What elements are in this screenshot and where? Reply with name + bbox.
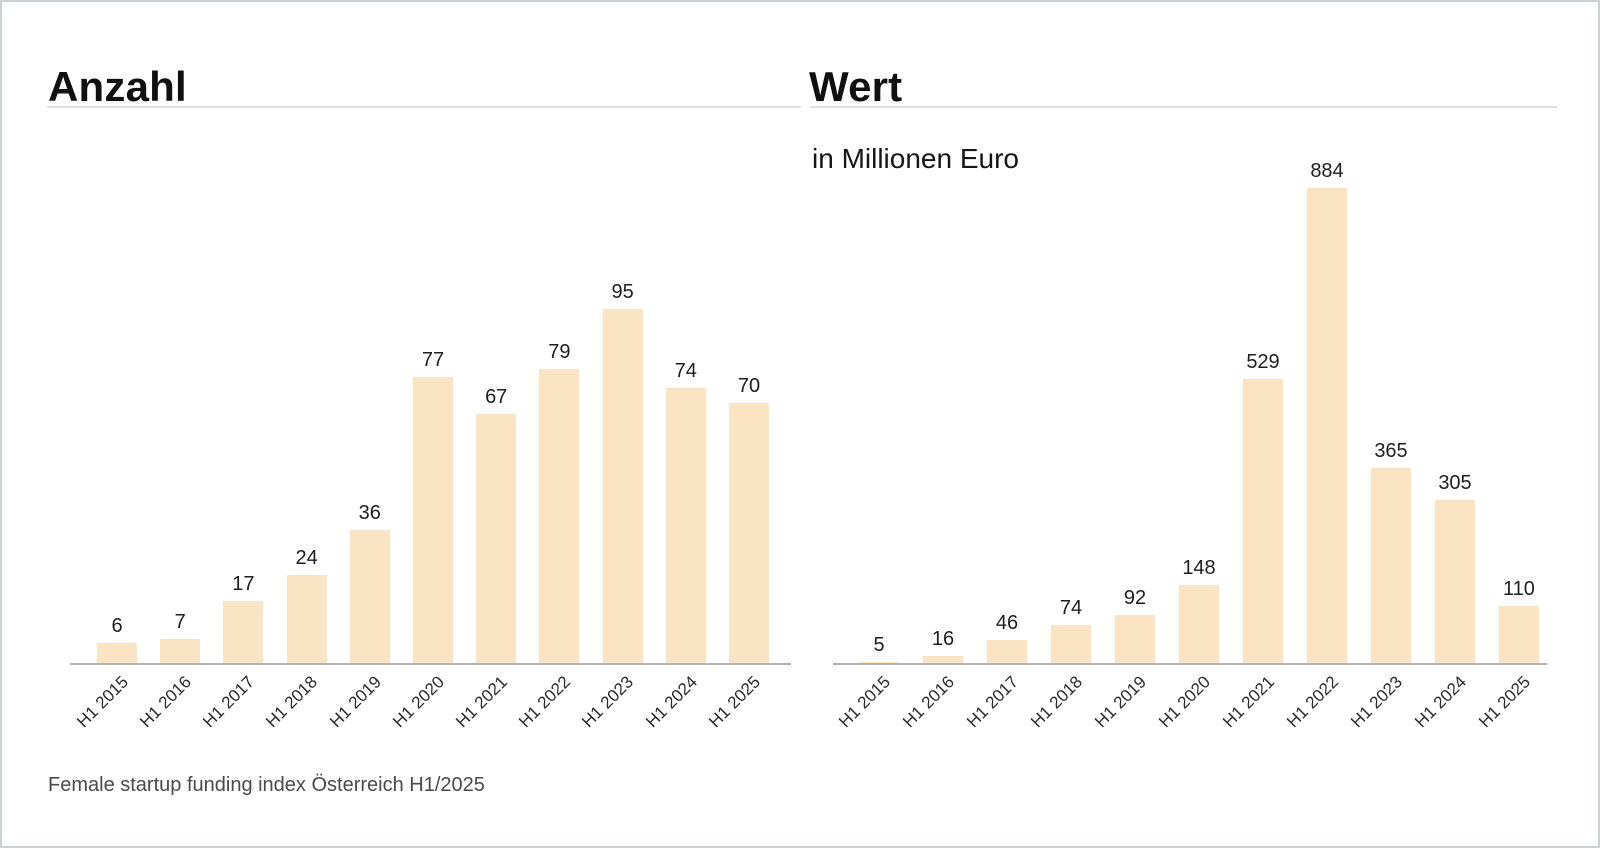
bar-chart-anzahl: 6 H1 2015 7 H1 2016 17 H1 2017 24 H1 2018 36 H1 2…	[47, 122, 801, 731]
bar-h1-2017	[987, 640, 1027, 665]
bar-value-label: 36	[358, 502, 381, 525]
x-tick-label: H1 2020	[388, 672, 448, 732]
bar-value-label: 16	[931, 628, 955, 651]
bar-value-label: 5	[873, 634, 885, 657]
bar-h1-2018	[286, 575, 327, 665]
bar-value-label: 305	[1438, 472, 1472, 495]
x-tick-label: H1 2021	[452, 672, 511, 732]
bar-value-label: 46	[995, 612, 1019, 635]
bar-value-label: 74	[674, 359, 697, 382]
bar-h1-2024	[665, 387, 706, 665]
x-tick-label: H1 2024	[641, 672, 701, 732]
bar-h1-2019	[349, 530, 390, 665]
x-tick-label: H1 2023	[1346, 672, 1406, 732]
bar-value-label: 74	[1059, 597, 1083, 620]
x-tick-label: H1 2018	[262, 672, 322, 732]
chart-title-wert: Wert	[809, 62, 903, 110]
source-caption: Female startup funding index Österreich …	[48, 774, 485, 796]
bar-h1-2023	[1371, 468, 1411, 665]
bar-value-label: 95	[611, 281, 634, 304]
bar-value-label: 365	[1374, 440, 1408, 462]
bar-h1-2021	[476, 414, 517, 665]
bar-h1-2021	[1243, 379, 1283, 665]
bar-h1-2023	[602, 309, 643, 665]
bar-h1-2022	[539, 369, 580, 665]
x-tick-label: H1 2020	[1154, 672, 1214, 732]
bar-h1-2025	[1499, 605, 1539, 665]
bar-h1-2019	[1115, 615, 1155, 665]
x-tick-label: H1 2022	[1282, 672, 1342, 732]
bar-h1-2018	[1051, 625, 1091, 665]
bar-h1-2025	[729, 402, 769, 665]
bar-h1-2024	[1435, 500, 1475, 665]
x-tick-label: H1 2017	[199, 672, 259, 732]
bar-value-label: 77	[421, 348, 445, 371]
bar-chart-wert: 5 H1 2015 16 H1 2016 46 H1 2017 74 H1 2018 92 H1 …	[810, 122, 1557, 731]
bar-h1-2015	[859, 662, 899, 665]
x-tick-label: H1 2021	[1218, 672, 1278, 732]
bar-value-label: 67	[485, 386, 508, 409]
bar-h1-2016	[923, 656, 963, 665]
bar-h1-2020	[1179, 585, 1219, 665]
bar-h1-2015	[97, 642, 137, 665]
bar-value-label: 79	[548, 341, 571, 364]
x-tick-label: H1 2018	[1026, 672, 1086, 732]
x-tick-label: H1 2019	[325, 672, 385, 732]
x-tick-label: H1 2023	[578, 672, 638, 732]
bar-value-label: 70	[737, 374, 761, 397]
chart-subtitle-wert: in Millionen Euro	[812, 143, 1019, 174]
x-tick-label: H1 2019	[1090, 672, 1150, 732]
bar-value-label: 7	[174, 610, 186, 633]
bar-h1-2022	[1307, 187, 1347, 665]
bar-value-label: 17	[232, 573, 255, 596]
bar-h1-2020	[413, 376, 453, 665]
title-divider-right	[810, 106, 1557, 108]
x-tick-label: H1 2025	[704, 672, 764, 732]
bar-value-label: 529	[1246, 351, 1280, 374]
x-tick-label: H1 2025	[1474, 672, 1534, 732]
x-tick-label: H1 2015	[834, 672, 894, 732]
x-tick-label: H1 2024	[1410, 672, 1470, 732]
bar-h1-2016	[160, 638, 201, 665]
bar-value-label: 884	[1310, 159, 1344, 182]
bar-value-label: 110	[1503, 577, 1535, 600]
bar-h1-2017	[223, 601, 264, 665]
bar-value-label: 6	[111, 614, 123, 637]
bar-value-label: 148	[1182, 557, 1216, 580]
x-tick-label: H1 2015	[72, 672, 132, 732]
bar-value-label: 92	[1123, 587, 1147, 610]
x-tick-label: H1 2016	[136, 672, 195, 732]
x-axis-line-right	[833, 663, 1547, 665]
x-tick-label: H1 2017	[962, 672, 1022, 732]
chart-title-anzahl: Anzahl	[48, 62, 187, 110]
bar-value-label: 24	[295, 547, 318, 570]
x-tick-label: H1 2022	[515, 672, 575, 732]
x-tick-label: H1 2016	[898, 672, 958, 732]
title-divider-left	[47, 106, 801, 108]
x-axis-line-left	[70, 663, 791, 665]
